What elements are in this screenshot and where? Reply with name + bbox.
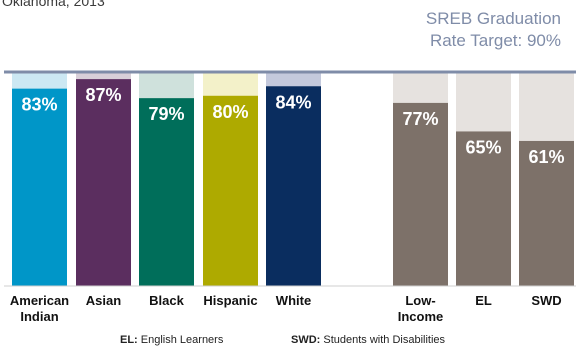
value-label-2: 79% [148, 104, 184, 124]
bar-2 [139, 98, 194, 287]
target-note-line1: SREB Graduation [425, 9, 561, 28]
bar-7 [519, 140, 574, 286]
value-label-0: 83% [21, 95, 57, 115]
footnote-el-text: English Learners [137, 334, 224, 346]
bar-5 [393, 102, 448, 287]
category-label-3: Hispanic [203, 293, 257, 308]
footnote-swd-text: Students with Disabilities [320, 334, 446, 346]
bar-0 [12, 88, 67, 287]
value-label-7: 61% [528, 147, 564, 167]
target-note-line2: Rate Target: 90% [429, 31, 561, 50]
footnote-el-key: EL: [120, 334, 138, 346]
bar-6 [456, 131, 511, 286]
category-label-4: White [276, 293, 311, 308]
footnote-swd-key: SWD: [291, 334, 321, 346]
footnote-el: EL: English Learners [120, 334, 223, 346]
category-label-7: SWD [531, 293, 561, 308]
bar-1 [76, 79, 131, 286]
category-label-2: Black [149, 293, 184, 308]
value-label-5: 77% [402, 109, 438, 129]
category-label-0-line1: American [10, 293, 69, 308]
value-label-3: 80% [212, 102, 248, 122]
bar-3 [203, 95, 258, 287]
category-label-1: Asian [86, 293, 121, 308]
category-label-0-line2: Indian [20, 309, 58, 324]
value-label-1: 87% [85, 85, 121, 105]
value-label-6: 65% [465, 137, 501, 157]
category-label-6: EL [475, 293, 492, 308]
bar-4 [266, 86, 321, 287]
category-label-5-line2: Income [398, 309, 444, 324]
value-label-4: 84% [275, 92, 311, 112]
footnote-swd: SWD: Students with Disabilities [291, 334, 445, 346]
target-note: SREB Graduation Rate Target: 90% [426, 8, 561, 52]
category-label-5-line1: Low- [405, 293, 435, 308]
chart-subtitle: Oklahoma, 2013 [2, 0, 105, 9]
bars-group [12, 72, 574, 287]
